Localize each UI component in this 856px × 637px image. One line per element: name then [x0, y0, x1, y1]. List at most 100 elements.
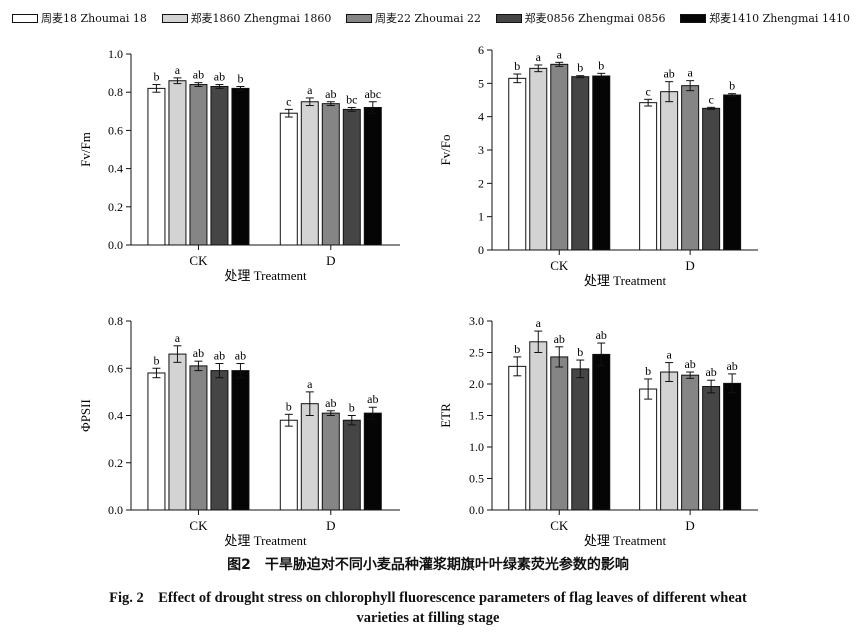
bar [300, 403, 319, 511]
x-axis-label: 处理 Treatment [224, 268, 307, 283]
significance-label: bc [346, 92, 357, 106]
figure-caption-en-line1: Fig. 2 Effect of drought stress on chlor… [109, 590, 747, 606]
bar [681, 85, 700, 251]
x-tick-label: CK [189, 253, 208, 268]
legend-swatch [346, 13, 373, 23]
significance-label: b [645, 364, 651, 378]
significance-label: b [514, 59, 520, 73]
bar [592, 353, 611, 511]
x-tick-label: D [326, 518, 335, 533]
bar [660, 91, 679, 251]
legend-item: 周麦22 Zhoumai 22 [346, 10, 481, 26]
legend-label: 郑麦0856 Zhengmai 0856 [524, 12, 666, 25]
x-tick-label: CK [189, 518, 208, 533]
y-tick-label: 6 [478, 43, 484, 57]
bar [210, 370, 229, 511]
y-tick-label: 0.5 [469, 472, 484, 486]
significance-label: ab [325, 87, 336, 101]
legend-label: 周麦22 Zhoumai 22 [375, 12, 481, 25]
significance-label: b [598, 58, 604, 72]
y-axis-label: ΦPSII [78, 399, 93, 432]
bar [342, 419, 361, 511]
bar [529, 341, 548, 511]
significance-label: ab [193, 68, 204, 82]
significance-label: b [729, 79, 735, 93]
y-tick-label: 0.4 [108, 162, 123, 176]
bar [231, 87, 250, 246]
legend-label: 周麦18 Zhoumai 18 [41, 12, 147, 25]
x-axis-label: 处理 Treatment [584, 533, 667, 548]
significance-label: ab [214, 349, 225, 363]
y-tick-label: 5 [478, 76, 484, 90]
bar [231, 370, 250, 511]
significance-label: abc [364, 87, 381, 101]
y-tick-label: 2.5 [469, 346, 484, 360]
y-tick-label: 0.8 [108, 85, 123, 99]
x-axis-label: 处理 Treatment [584, 273, 667, 288]
y-axis-label: Fv/Fm [78, 132, 93, 167]
bar [508, 77, 527, 251]
x-tick-label: CK [550, 518, 569, 533]
significance-label: b [577, 345, 583, 359]
figure-caption-en-line2: varieties at filling stage [356, 610, 500, 626]
y-tick-label: 2.0 [469, 377, 484, 391]
y-tick-label: 3.0 [469, 314, 484, 328]
y-tick-label: 3 [478, 143, 484, 157]
significance-label: c [708, 92, 713, 106]
y-tick-label: 2 [478, 176, 484, 190]
bar [529, 67, 548, 251]
legend-item: 郑麦1860 Zhengmai 1860 [161, 10, 332, 26]
y-tick-label: 0.6 [108, 123, 123, 137]
bar [571, 76, 590, 251]
bar [342, 108, 361, 246]
y-tick-label: 4 [478, 110, 484, 124]
legend-item: 郑麦1410 Zhengmai 1410 [680, 10, 850, 26]
y-axis-label: Fv/Fo [438, 134, 453, 165]
bar [147, 87, 166, 246]
bar [363, 412, 382, 511]
bar [508, 365, 527, 511]
significance-label: b [349, 401, 355, 415]
bar [571, 368, 590, 511]
significance-label: a [307, 83, 313, 97]
bar [189, 84, 208, 246]
significance-label: b [153, 353, 159, 367]
y-tick-label: 1.0 [108, 47, 123, 61]
legend-label: 郑麦1860 Zhengmai 1860 [190, 12, 332, 25]
bar [279, 112, 298, 246]
y-tick-label: 0.0 [108, 503, 123, 517]
y-axis-label: ETR [438, 403, 453, 428]
x-tick-label: D [685, 518, 694, 533]
significance-label: b [286, 399, 292, 413]
legend-item: 周麦18 Zhoumai 18 [12, 10, 147, 26]
y-tick-label: 0.0 [469, 503, 484, 517]
bar [300, 101, 319, 246]
significance-label: a [307, 377, 313, 391]
bar [363, 106, 382, 246]
bar [639, 102, 658, 251]
significance-label: b [514, 342, 520, 356]
y-tick-label: 0.6 [108, 361, 123, 375]
bar [321, 412, 340, 511]
legend-item: 郑麦0856 Zhengmai 0856 [495, 10, 666, 26]
y-tick-label: 0.2 [108, 200, 123, 214]
y-tick-label: 1.0 [469, 440, 484, 454]
significance-label: ab [705, 365, 716, 379]
x-tick-label: D [685, 258, 694, 273]
legend: 周麦18 Zhoumai 18 郑麦1860 Zhengmai 1860 周麦2… [12, 8, 850, 28]
significance-label: ab [596, 328, 607, 342]
significance-label: a [666, 348, 672, 362]
x-tick-label: CK [550, 258, 569, 273]
bar [210, 85, 229, 246]
significance-label: a [536, 316, 542, 330]
bar [723, 382, 742, 511]
legend-label: 郑麦1410 Zhengmai 1410 [709, 12, 850, 25]
significance-label: a [687, 66, 693, 80]
bar [702, 386, 721, 511]
significance-label: ab [554, 332, 565, 346]
bar [681, 374, 700, 511]
